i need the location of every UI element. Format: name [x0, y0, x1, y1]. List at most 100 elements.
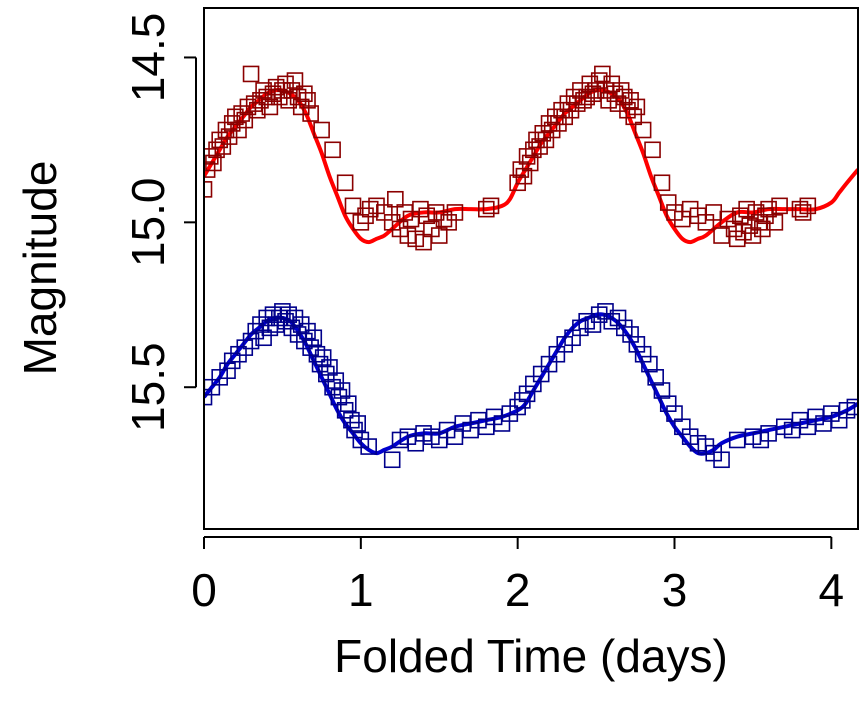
data-point-series-1 [289, 88, 307, 106]
data-point-series-2 [230, 345, 247, 363]
data-point-series-2 [242, 332, 260, 350]
data-point-series-1 [211, 131, 228, 149]
data-point-series-1 [352, 214, 370, 231]
data-point-series-1 [612, 82, 630, 99]
data-point-series-2 [336, 401, 354, 419]
data-point-series-1 [324, 141, 341, 159]
data-point-series-2 [327, 372, 345, 389]
data-point-series-1 [205, 154, 222, 172]
data-point-series-2 [514, 392, 531, 409]
data-point-series-2 [653, 382, 671, 399]
data-point-series-1 [525, 141, 542, 159]
x-axis: 0 1 2 3 4 [191, 536, 845, 616]
data-point-series-1 [387, 190, 404, 208]
data-point-series-1 [738, 200, 755, 218]
data-point-series-1 [616, 88, 633, 106]
data-point-series-1 [757, 207, 774, 225]
data-point-series-2 [383, 451, 401, 469]
y-axis: 14.5 15.0 15.5 [122, 13, 197, 432]
data-point-series-2 [339, 395, 357, 412]
data-point-series-1 [741, 217, 759, 234]
data-point-series-1 [625, 108, 643, 126]
plot-frame [203, 7, 859, 530]
data-point-series-1 [512, 161, 530, 178]
data-point-series-1 [534, 125, 552, 142]
data-point-series-2 [603, 312, 621, 330]
data-point-series-2 [204, 388, 213, 406]
data-point-series-1 [236, 111, 254, 129]
data-point-series-1 [261, 98, 279, 116]
y-tick-label: 14.5 [122, 13, 174, 103]
data-point-series-1 [482, 197, 500, 215]
data-point-series-1 [622, 92, 639, 109]
data-point-series-1 [747, 204, 765, 221]
data-point-series-2 [321, 359, 338, 376]
data-point-series-1 [230, 121, 247, 139]
x-tick-label: 1 [348, 564, 374, 616]
data-point-series-2 [305, 329, 323, 347]
data-point-series-1 [518, 148, 536, 165]
data-point-series-1 [705, 204, 723, 221]
data-point-series-1 [799, 197, 817, 215]
data-point-series-1 [562, 101, 580, 119]
data-point-series-2 [572, 319, 589, 337]
data-point-series-2 [314, 349, 332, 366]
data-point-series-1 [302, 105, 319, 122]
data-point-series-1 [242, 65, 260, 83]
data-point-series-2 [590, 306, 608, 323]
data-point-series-1 [634, 121, 652, 139]
data-point-series-2 [597, 303, 614, 320]
data-point-series-2 [622, 326, 639, 343]
data-point-series-1 [435, 210, 453, 228]
data-point-series-1 [568, 95, 586, 112]
x-axis-title: Folded Time (days) [334, 630, 728, 682]
data-point-series-1 [418, 207, 436, 225]
data-point-series-2 [647, 369, 664, 386]
data-point-series-1 [357, 207, 374, 225]
data-point-series-1 [239, 98, 257, 116]
data-point-series-1 [735, 223, 752, 241]
data-point-series-1 [575, 92, 592, 109]
fit-curves [204, 88, 858, 456]
data-point-series-1 [590, 72, 608, 89]
data-point-series-1 [296, 85, 313, 103]
y-tick-label: 15.5 [122, 342, 174, 432]
data-point-series-1 [478, 200, 495, 218]
data-point-series-1 [565, 88, 583, 106]
data-point-series-1 [550, 115, 567, 132]
data-point-series-1 [744, 227, 762, 244]
data-point-series-2 [343, 411, 360, 429]
data-point-series-2 [330, 388, 348, 406]
data-point-series-1 [214, 138, 232, 155]
data-point-series-2 [280, 306, 297, 323]
data-point-series-1 [771, 197, 788, 215]
data-point-series-1 [204, 161, 216, 178]
data-point-series-1 [283, 82, 301, 99]
data-point-series-2 [641, 355, 658, 373]
data-point-series-2 [659, 395, 677, 412]
x-tick-label: 4 [819, 564, 845, 616]
data-point-series-1 [299, 92, 316, 109]
data-point-series-1 [208, 141, 225, 159]
data-point-series-1 [719, 210, 737, 228]
data-point-series-1 [659, 194, 677, 211]
data-point-series-1 [223, 115, 241, 132]
data-point-series-1 [760, 200, 777, 218]
data-point-series-1 [619, 101, 636, 119]
data-point-series-2 [518, 385, 536, 403]
data-point-series-1 [446, 204, 464, 221]
data-point-series-1 [531, 138, 548, 155]
data-point-series-1 [794, 204, 812, 221]
data-point-series-1 [313, 121, 330, 139]
data-point-series-2 [578, 312, 595, 330]
data-point-series-2 [509, 398, 526, 416]
data-point-series-1 [628, 98, 646, 116]
data-point-series-1 [766, 214, 784, 231]
data-point-series-2 [219, 362, 236, 380]
data-point-series-2 [713, 451, 730, 469]
data-point-series-2 [302, 339, 319, 356]
data-point-series-2 [296, 332, 313, 350]
data-point-series-2 [223, 352, 241, 370]
data-point-series-1 [204, 148, 219, 165]
